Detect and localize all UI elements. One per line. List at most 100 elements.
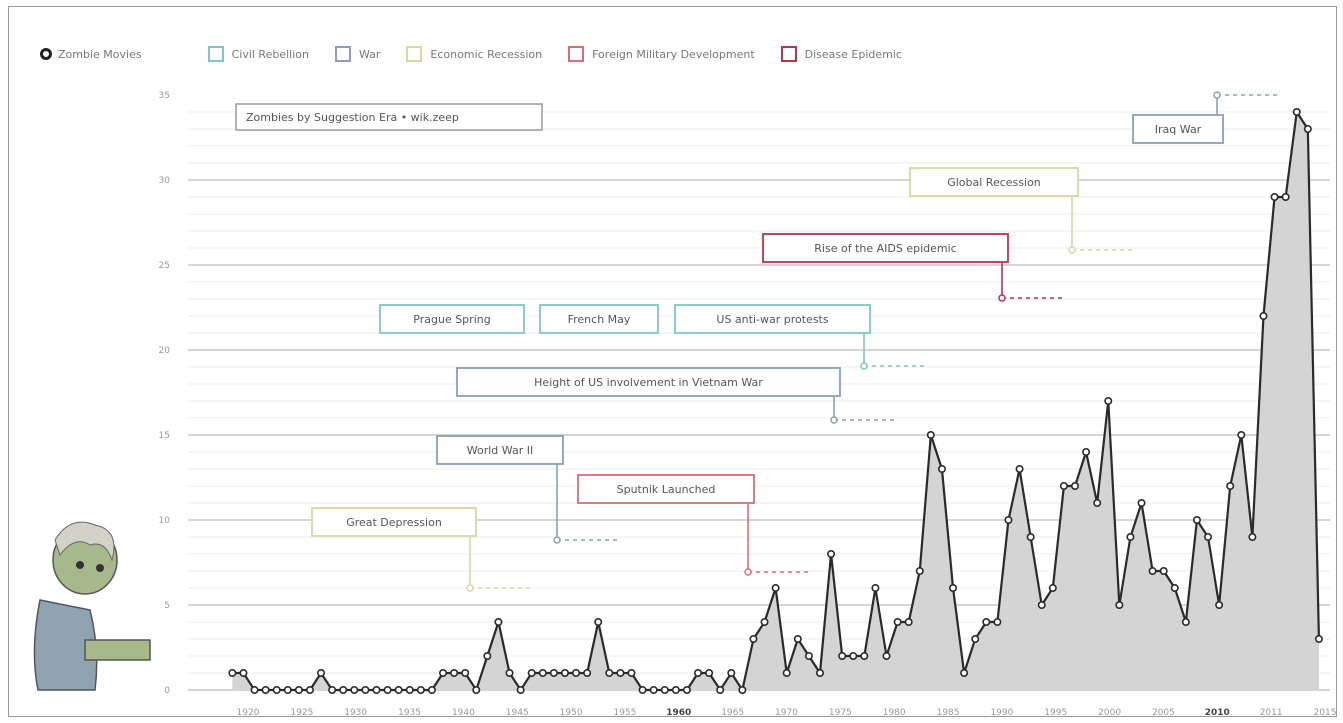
annotation-marker xyxy=(998,294,1006,302)
data-point xyxy=(1070,481,1079,490)
data-point xyxy=(1181,617,1190,626)
data-point xyxy=(483,651,492,660)
data-point xyxy=(827,549,836,558)
data-point xyxy=(760,617,769,626)
annotation-box xyxy=(1132,114,1224,144)
y-tick-label: 30 xyxy=(159,176,171,186)
zombie-eye xyxy=(96,564,104,572)
data-point xyxy=(616,668,625,677)
data-point xyxy=(926,430,935,439)
data-point xyxy=(949,583,958,592)
legend-label: Economic Recession xyxy=(430,47,543,61)
data-point xyxy=(971,634,980,643)
annotation-label: Sputnik Launched xyxy=(617,483,716,496)
data-point xyxy=(527,668,536,677)
legend-label: Disease Epidemic xyxy=(804,47,902,61)
data-point xyxy=(339,685,348,694)
x-tick-label: 1955 xyxy=(613,708,636,718)
zombie-hair xyxy=(54,521,115,562)
data-point xyxy=(394,685,403,694)
data-point xyxy=(738,685,747,694)
data-point xyxy=(1093,498,1102,507)
data-point xyxy=(649,685,658,694)
data-point xyxy=(305,685,314,694)
annotation-box xyxy=(909,167,1079,197)
data-point xyxy=(627,668,636,677)
data-point xyxy=(749,634,758,643)
data-point xyxy=(793,634,802,643)
data-point xyxy=(372,685,381,694)
data-point xyxy=(1192,515,1201,524)
y-tick-label: 25 xyxy=(159,261,170,271)
data-point xyxy=(1104,396,1113,405)
data-point xyxy=(583,668,592,677)
x-tick-label: 1965 xyxy=(721,708,744,718)
y-tick-label: 20 xyxy=(159,346,171,356)
x-tick-label: 1980 xyxy=(883,708,906,718)
data-point xyxy=(638,685,647,694)
legend-item-zombie-movies: Zombie Movies xyxy=(40,48,142,61)
data-point xyxy=(1015,464,1024,473)
legend-item-civil-rebellion: Civil Rebellion xyxy=(207,46,309,62)
legend-label: Zombie Movies xyxy=(58,47,142,61)
data-point xyxy=(1248,532,1257,541)
data-point xyxy=(560,668,569,677)
x-tick-label: 1990 xyxy=(990,708,1013,718)
x-tick-label: 1925 xyxy=(290,708,313,718)
y-axis: 0 5 10 15 20 25 30 35 xyxy=(159,91,171,696)
zombie-eye xyxy=(76,561,84,569)
legend-swatch-zombie-movies xyxy=(40,48,52,60)
y-tick-label: 0 xyxy=(164,686,170,696)
data-point xyxy=(427,685,436,694)
series-points xyxy=(228,108,1323,694)
annotation-label: Iraq War xyxy=(1155,123,1202,136)
x-tick-label: 1935 xyxy=(398,708,421,718)
x-tick-label: 2011 xyxy=(1260,708,1283,718)
data-point xyxy=(1259,311,1268,320)
data-point xyxy=(594,617,603,626)
y-tick-label: 15 xyxy=(159,431,170,441)
data-point xyxy=(261,685,270,694)
annotation-box xyxy=(539,304,659,334)
legend-label: Foreign Military Development xyxy=(592,47,755,61)
data-point xyxy=(228,668,237,677)
data-point xyxy=(1303,125,1312,134)
data-point xyxy=(350,685,359,694)
y-tick-label: 5 xyxy=(164,601,170,611)
data-point xyxy=(450,668,459,677)
data-point xyxy=(1270,193,1279,202)
zombie-body xyxy=(33,599,98,691)
subtitle-box-border xyxy=(235,103,543,131)
annotation-label: World War II xyxy=(467,444,533,457)
data-point xyxy=(516,685,525,694)
data-point xyxy=(461,668,470,677)
subtitle-box: Zombies by Suggestion Era • wik.zeep xyxy=(235,103,543,131)
annotation-label: US anti-war protests xyxy=(716,313,828,326)
data-point xyxy=(660,685,669,694)
y-tick-label: 10 xyxy=(159,516,171,526)
data-point xyxy=(549,668,558,677)
data-point xyxy=(1115,600,1124,609)
legend-swatch-economic-recession xyxy=(406,46,423,62)
x-tick-label: 1945 xyxy=(506,708,529,718)
data-point xyxy=(250,685,259,694)
data-point xyxy=(1314,634,1323,643)
data-point xyxy=(383,685,392,694)
x-tick-label: 2000 xyxy=(1098,708,1121,718)
data-point xyxy=(283,685,292,694)
data-point xyxy=(694,668,703,677)
legend-item-economic-recession: Economic Recession xyxy=(406,46,542,62)
y-tick-label: 35 xyxy=(159,91,170,101)
data-point xyxy=(815,668,824,677)
annotation-box xyxy=(456,367,841,397)
annotation-box xyxy=(379,304,525,334)
data-point xyxy=(361,685,370,694)
data-point xyxy=(538,668,547,677)
data-point xyxy=(904,617,913,626)
data-point xyxy=(716,685,725,694)
legend-label: War xyxy=(358,47,381,61)
data-point xyxy=(960,668,969,677)
data-point xyxy=(893,617,902,626)
data-point xyxy=(1004,515,1013,524)
x-tick-label: 2005 xyxy=(1152,708,1175,718)
